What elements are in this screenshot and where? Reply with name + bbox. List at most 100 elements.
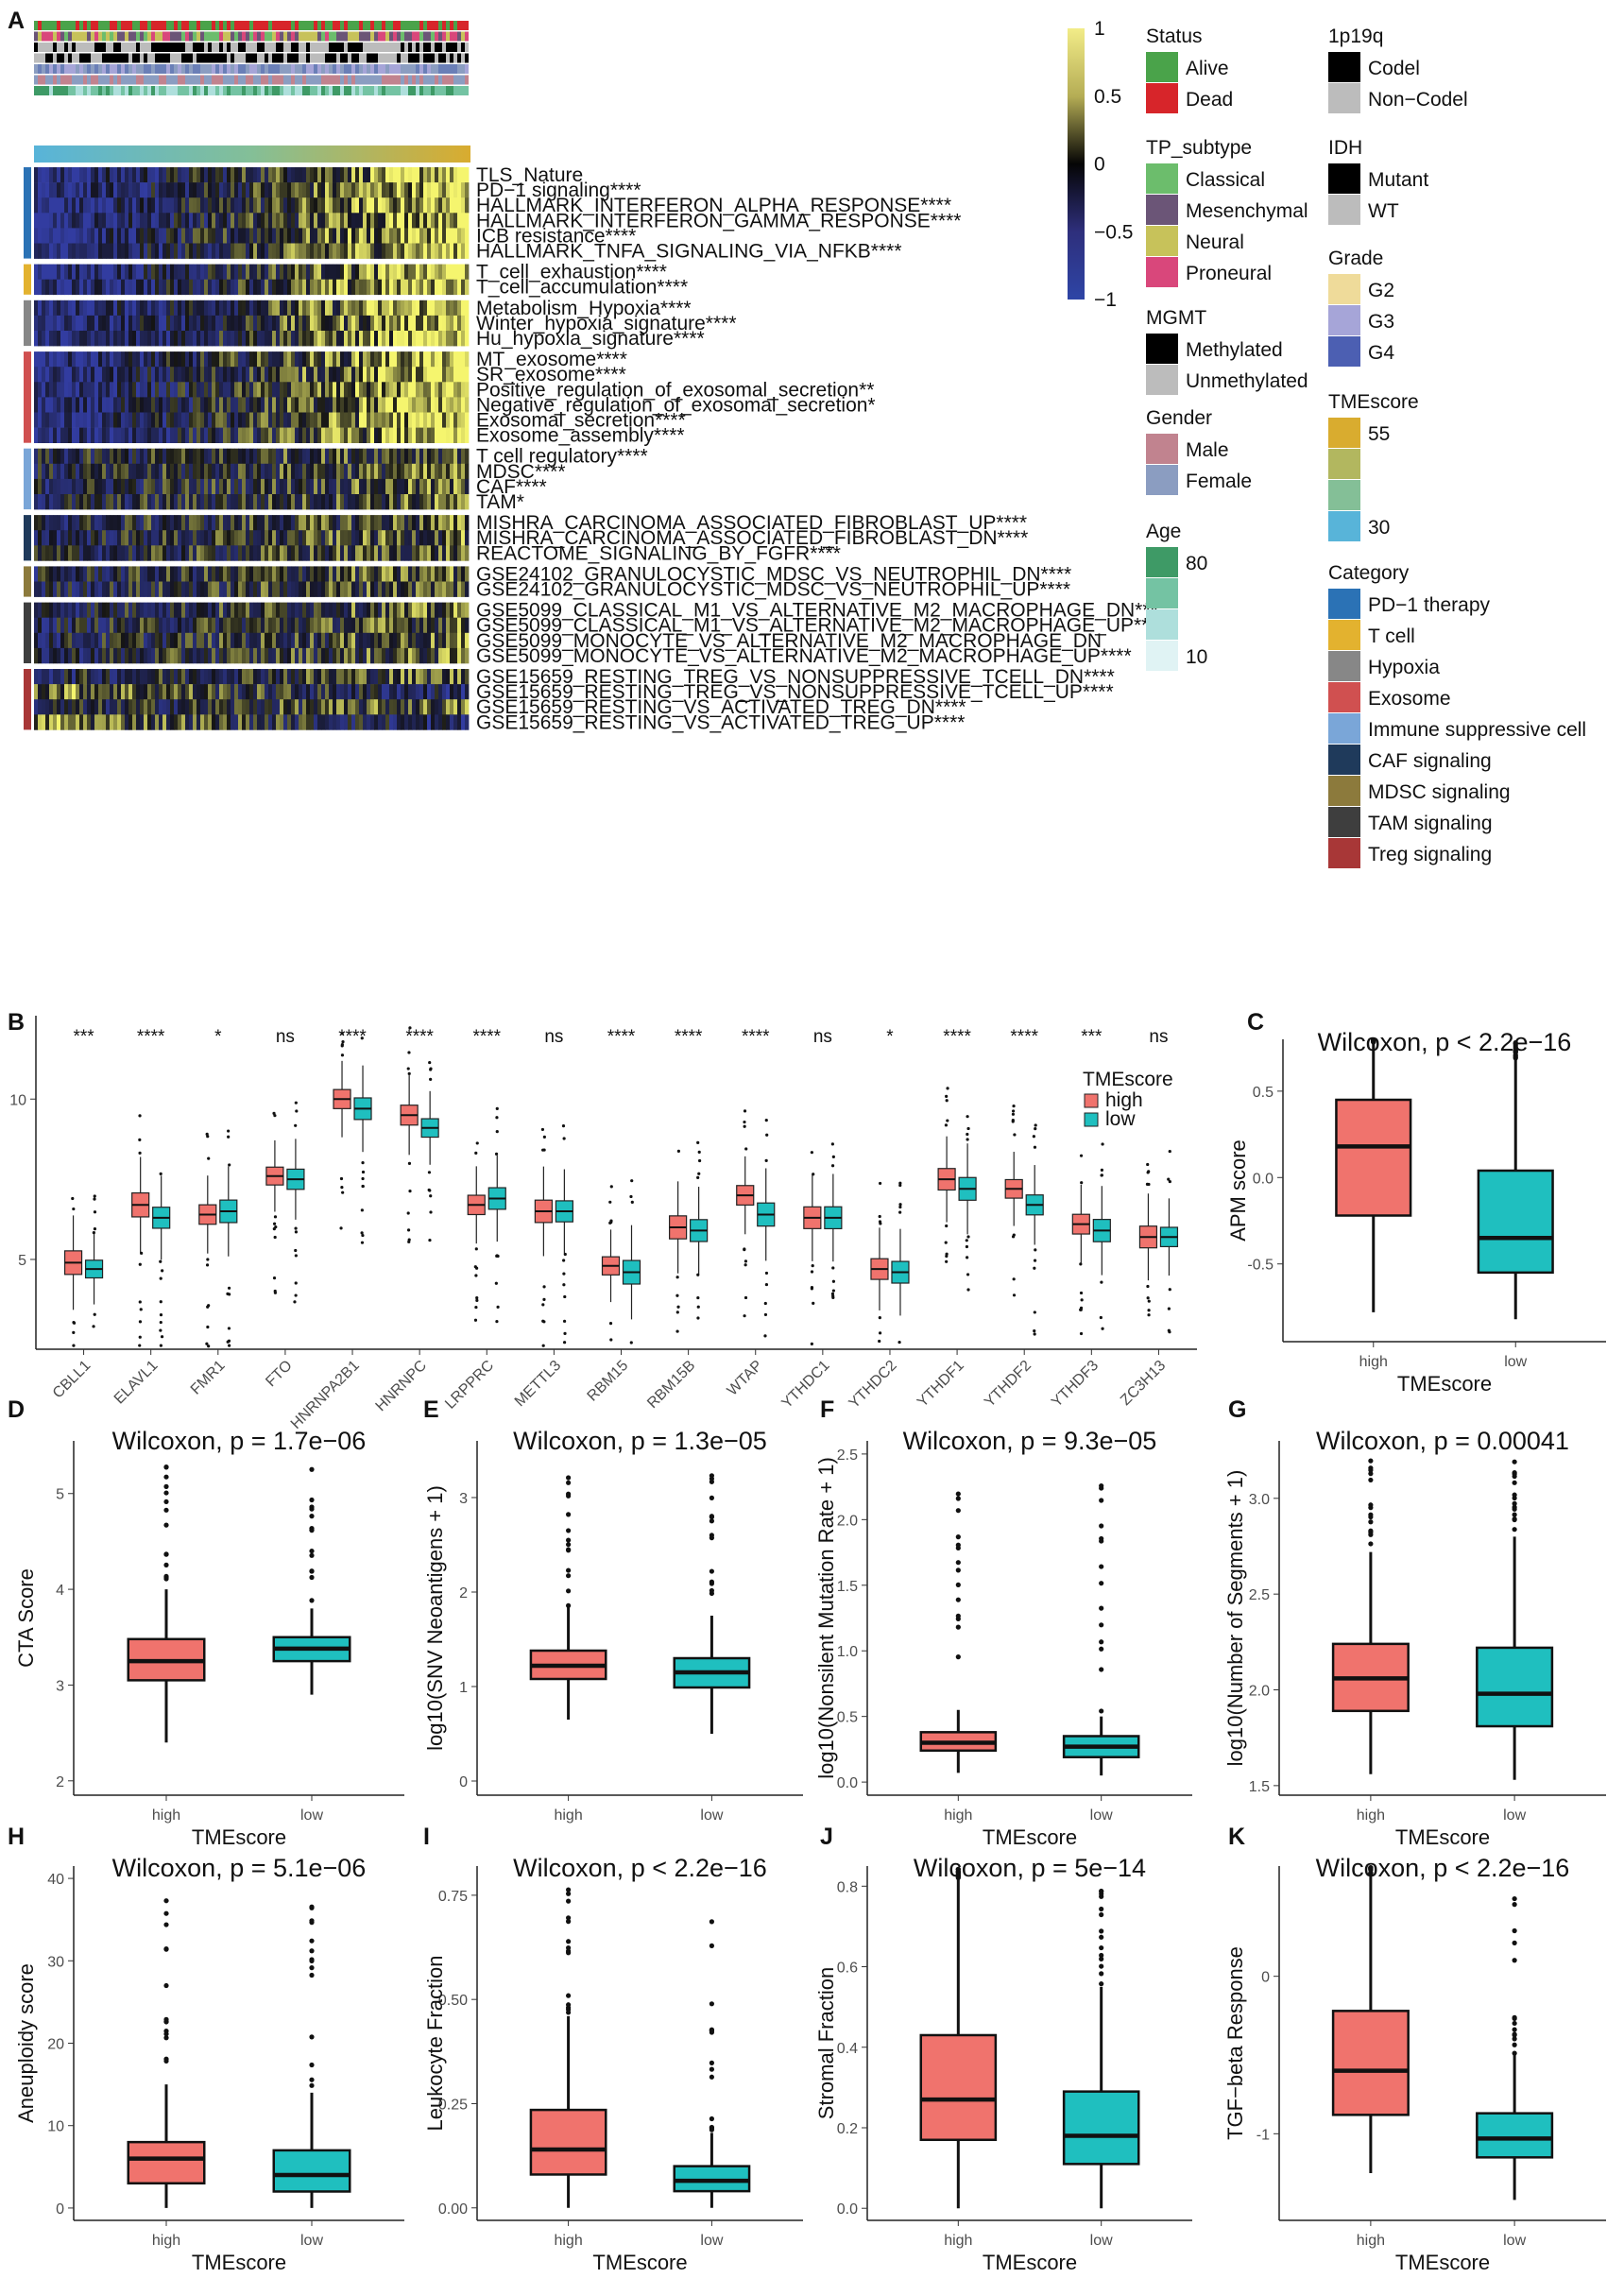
- legend-swatch: [1146, 195, 1178, 225]
- heatmap-cell: [446, 351, 451, 368]
- heatmap-cell: [333, 351, 337, 368]
- heatmap-cell: [416, 545, 420, 561]
- heatmap-cell: [295, 632, 299, 649]
- annotation-cell: [185, 31, 189, 42]
- heatmap-cell: [359, 382, 364, 398]
- heatmap-cell: [385, 684, 390, 700]
- heatmap-row-label: MDSC****: [476, 461, 566, 483]
- annotation-cell: [272, 64, 276, 74]
- heatmap-cell: [302, 617, 307, 634]
- heatmap-cell: [34, 279, 39, 296]
- heatmap-cell: [204, 279, 209, 296]
- annotation-cell: [382, 86, 385, 95]
- heatmap-cell: [261, 367, 265, 383]
- heatmap-cell: [249, 515, 254, 531]
- heatmap-cell: [265, 515, 269, 531]
- heatmap-cell: [178, 494, 182, 510]
- annotation-cell: [329, 21, 333, 30]
- annotation-cell: [287, 75, 291, 85]
- heatmap-cell: [106, 397, 111, 413]
- heatmap-cell: [215, 397, 220, 413]
- heatmap-cell: [287, 566, 292, 582]
- heatmap-cell: [310, 382, 315, 398]
- heatmap-cell: [333, 669, 337, 685]
- heatmap-cell: [423, 494, 428, 510]
- annotation-cell: [344, 86, 348, 95]
- annotation-cell: [102, 31, 106, 42]
- heatmap-cell: [419, 669, 424, 685]
- heatmap-cell: [121, 351, 126, 368]
- annotation-cell: [76, 86, 79, 95]
- heatmap-cell: [295, 382, 299, 398]
- heatmap-cell: [265, 279, 269, 296]
- heatmap-cell: [189, 397, 194, 413]
- heatmap-cell: [253, 617, 258, 634]
- annotation-cell: [344, 43, 348, 52]
- heatmap-cell: [310, 197, 315, 214]
- heatmap-cell: [64, 617, 69, 634]
- heatmap-cell: [246, 228, 250, 244]
- annotation-cell: [76, 64, 79, 74]
- annotation-cell: [389, 31, 393, 42]
- heatmap-cell: [147, 243, 152, 259]
- heatmap-cell: [223, 213, 228, 229]
- heatmap-cell: [359, 397, 364, 413]
- heatmap-cell: [348, 167, 352, 183]
- heatmap-cell: [227, 699, 231, 715]
- heatmap-cell: [348, 197, 352, 214]
- heatmap-cell: [140, 331, 145, 347]
- heatmap-cell: [151, 331, 156, 347]
- heatmap-cell: [442, 300, 447, 317]
- heatmap-cell: [363, 448, 368, 465]
- heatmap-cell: [404, 602, 409, 618]
- heatmap-cell: [412, 669, 417, 685]
- heatmap-cell: [374, 463, 379, 480]
- annotation-cell: [128, 53, 132, 63]
- heatmap-cell: [446, 167, 451, 183]
- heatmap-cell: [438, 427, 443, 443]
- heatmap-cell: [87, 427, 92, 443]
- heatmap-cell: [393, 463, 398, 480]
- heatmap-cell: [144, 478, 148, 495]
- annotation-cell: [204, 86, 208, 95]
- heatmap-cell: [219, 279, 224, 296]
- heatmap-cell: [38, 515, 43, 531]
- heatmap-cell: [408, 448, 413, 465]
- heatmap-cell: [159, 315, 163, 332]
- heatmap-cell: [310, 478, 315, 495]
- annotation-cell: [170, 64, 174, 74]
- heatmap-cell: [98, 669, 103, 685]
- heatmap-cell: [461, 300, 466, 317]
- heatmap-cell: [457, 602, 462, 618]
- heatmap-cell: [49, 427, 54, 443]
- heatmap-cell: [219, 331, 224, 347]
- heatmap-cell: [348, 478, 352, 495]
- heatmap-cell: [306, 427, 311, 443]
- heatmap-cell: [121, 699, 126, 715]
- heatmap-cell: [208, 684, 213, 700]
- annotation-cell: [246, 64, 249, 74]
- annotation-cell: [170, 53, 174, 63]
- heatmap-cell: [246, 167, 250, 183]
- heatmap-cell: [212, 581, 216, 597]
- heatmap-cell: [181, 331, 186, 347]
- heatmap-cell: [91, 167, 95, 183]
- heatmap-cell: [219, 566, 224, 582]
- heatmap-cell: [363, 515, 368, 531]
- heatmap-cell: [261, 602, 265, 618]
- outlier-point: [341, 1040, 345, 1044]
- annotation-cell: [136, 43, 140, 52]
- heatmap-cell: [64, 412, 69, 428]
- heatmap-cell: [404, 494, 409, 510]
- heatmap-cell: [223, 478, 228, 495]
- heatmap-cell: [359, 228, 364, 244]
- heatmap-cell: [178, 515, 182, 531]
- heatmap-cell: [265, 182, 269, 198]
- heatmap-cell: [246, 412, 250, 428]
- heatmap-cell: [193, 515, 197, 531]
- heatmap-cell: [268, 182, 273, 198]
- heatmap-cell: [113, 463, 118, 480]
- heatmap-cell: [249, 264, 254, 280]
- annotation-cell: [113, 31, 117, 42]
- heatmap-cell: [79, 463, 84, 480]
